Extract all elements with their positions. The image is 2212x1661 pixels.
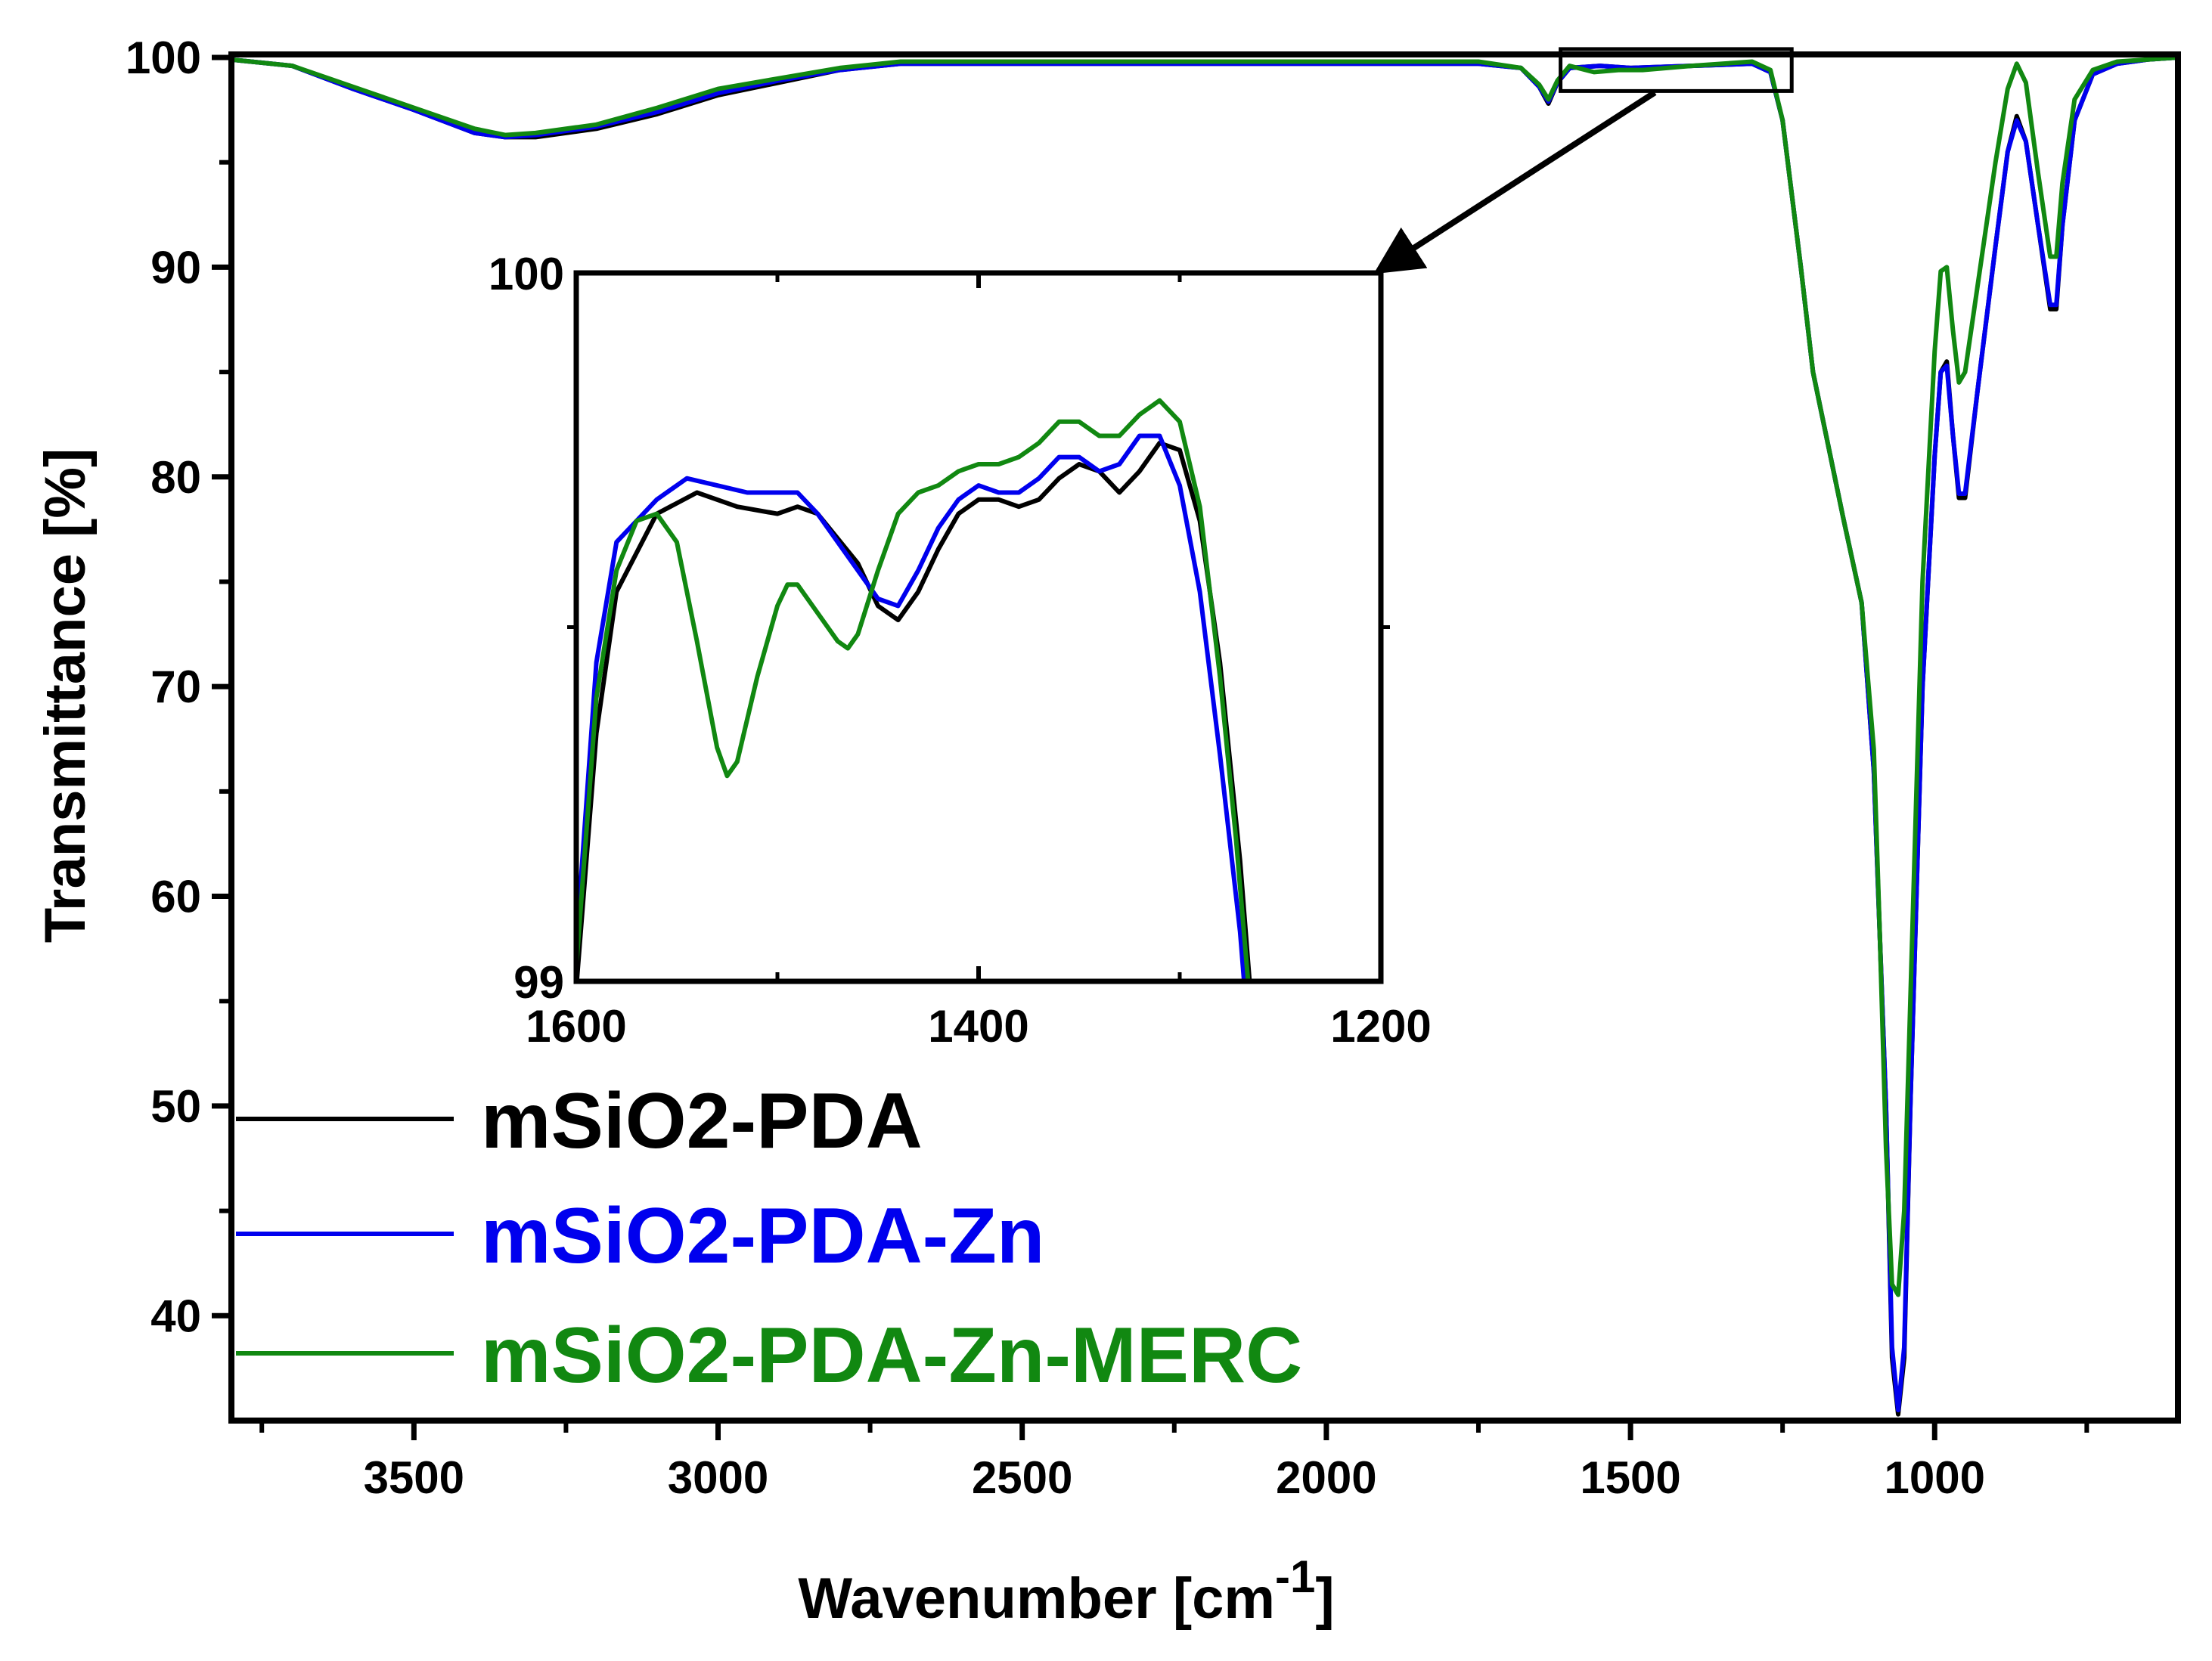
x-axis-title-text: Wavenumber [cm <box>798 1566 1275 1631</box>
main-series-line-2 <box>231 55 2178 1297</box>
inset-series-line-2 <box>576 398 1251 981</box>
inset-series-line-1 <box>576 433 1247 981</box>
x-tick-label: 3000 <box>668 1452 768 1503</box>
zoom-region-box <box>1559 47 1794 93</box>
inset-y-tick-label: 99 <box>513 957 564 1008</box>
x-tick-label: 2000 <box>1276 1452 1376 1503</box>
legend-label-1: mSiO2-PDA-Zn <box>481 1192 1044 1280</box>
x-axis-title-close: ] <box>1315 1566 1334 1631</box>
legend: mSiO2-PDA mSiO2-PDA-Zn mSiO2-PDA-Zn-MERC <box>236 1077 1302 1399</box>
inset-axes: 1600 1400 1200 99 100 <box>489 249 1432 1052</box>
inset-x-tick-label: 1200 <box>1330 1001 1431 1052</box>
x-tick-label: 2500 <box>972 1452 1072 1503</box>
inset-x-tick-label: 1400 <box>928 1001 1028 1052</box>
y-tick-label: 60 <box>150 872 201 922</box>
x-tick-label: 1000 <box>1885 1452 1985 1503</box>
inset-background <box>576 273 1381 981</box>
y-tick-label: 50 <box>150 1081 201 1132</box>
main-axes: 3500 3000 2500 2000 1500 1000 40 50 60 70 80 90 100 <box>126 33 2089 1503</box>
x-axis-title-superscript: -1 <box>1275 1551 1315 1602</box>
main-series-group <box>231 55 2178 1417</box>
legend-label-2: mSiO2-PDA-Zn-MERC <box>481 1312 1302 1399</box>
y-tick-label: 40 <box>150 1291 201 1341</box>
y-tick-label: 70 <box>150 662 201 712</box>
main-plot-frame <box>228 51 2181 1424</box>
x-tick-label: 3500 <box>364 1452 464 1503</box>
legend-label-0: mSiO2-PDA <box>481 1077 923 1165</box>
y-tick-label: 80 <box>150 452 201 503</box>
y-tick-label: 100 <box>126 33 201 83</box>
inset-y-tick-label: 100 <box>489 249 564 299</box>
y-axis-title: Transmittance [%] <box>33 448 98 944</box>
inset-series-group <box>576 398 1252 981</box>
y-tick-label: 90 <box>150 242 201 293</box>
x-axis-title: Wavenumber [cm-1] <box>798 1551 1334 1631</box>
x-tick-label: 1500 <box>1580 1452 1680 1503</box>
zoom-arrow <box>1373 90 1657 274</box>
inset-x-tick-label: 1600 <box>526 1001 626 1052</box>
